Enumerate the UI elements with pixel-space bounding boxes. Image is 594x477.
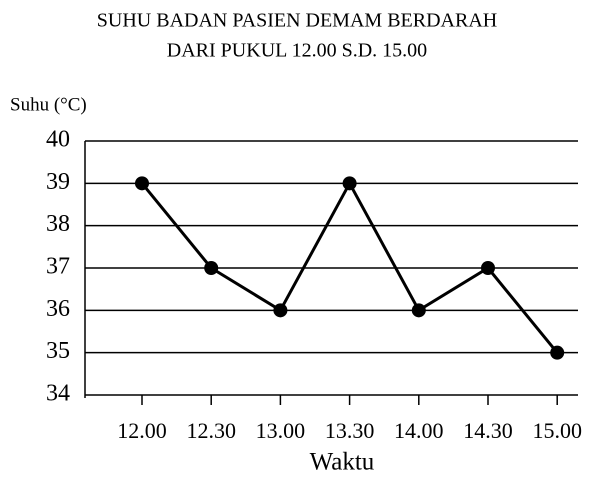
y-tick-label: 40 bbox=[46, 127, 70, 153]
y-tick-label: 36 bbox=[46, 296, 70, 322]
x-axis-label: Waktu bbox=[310, 449, 375, 476]
marker bbox=[342, 176, 357, 191]
y-tick-label: 34 bbox=[46, 381, 70, 407]
x-tick-label: 14.00 bbox=[394, 418, 444, 443]
marker bbox=[204, 261, 219, 275]
marker bbox=[550, 345, 565, 360]
y-axis-label: Suhu (°C) bbox=[10, 94, 87, 115]
x-tick-label: 15.00 bbox=[532, 418, 582, 443]
y-tick-label: 37 bbox=[46, 254, 70, 280]
chart-title: SUHU BADAN PASIEN DEMAM BERDARAH bbox=[97, 10, 497, 32]
y-tick-label: 38 bbox=[46, 211, 70, 237]
y-tick-label: 39 bbox=[46, 169, 70, 195]
marker bbox=[273, 303, 288, 318]
x-tick-label: 12.00 bbox=[117, 418, 167, 443]
x-tick-label: 12.30 bbox=[186, 418, 236, 443]
x-tick-label: 14.30 bbox=[463, 418, 513, 443]
x-tick-label: 13.00 bbox=[256, 418, 306, 443]
x-tick-label: 13.30 bbox=[325, 418, 375, 443]
y-tick-label: 35 bbox=[46, 338, 70, 364]
marker bbox=[481, 261, 495, 275]
marker bbox=[411, 303, 426, 318]
marker bbox=[135, 176, 149, 191]
chart-title: DARI PUKUL 12.00 S.D. 15.00 bbox=[167, 40, 427, 62]
